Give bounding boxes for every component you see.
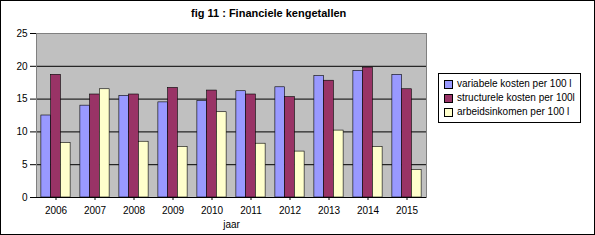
svg-text:2013: 2013 <box>318 205 341 216</box>
svg-text:jaar: jaar <box>222 219 240 230</box>
svg-text:2009: 2009 <box>162 205 185 216</box>
svg-text:0: 0 <box>22 192 28 203</box>
svg-text:2014: 2014 <box>357 205 380 216</box>
svg-text:20: 20 <box>16 61 28 72</box>
html-text:arbeidsinkomen per 100 l: arbeidsinkomen per 100 l <box>457 106 570 117</box>
svg-text:25: 25 <box>16 28 28 39</box>
html-text:structurele kosten per 100l: structurele kosten per 100l <box>457 92 575 103</box>
html-text:variabele kosten per 100 l: variabele kosten per 100 l <box>457 78 572 89</box>
svg-text:2015: 2015 <box>396 205 419 216</box>
svg-text:2011: 2011 <box>240 205 262 216</box>
html-text:fig 11 : Financiele kengetalle: fig 11 : Financiele kengetallen <box>191 7 347 19</box>
svg-text:2007: 2007 <box>84 205 107 216</box>
svg-text:5: 5 <box>22 159 28 170</box>
svg-text:2006: 2006 <box>45 205 68 216</box>
svg-text:2010: 2010 <box>201 205 224 216</box>
svg-text:2008: 2008 <box>123 205 146 216</box>
svg-text:10: 10 <box>16 126 28 137</box>
svg-text:15: 15 <box>16 93 28 104</box>
svg-text:2012: 2012 <box>279 205 302 216</box>
